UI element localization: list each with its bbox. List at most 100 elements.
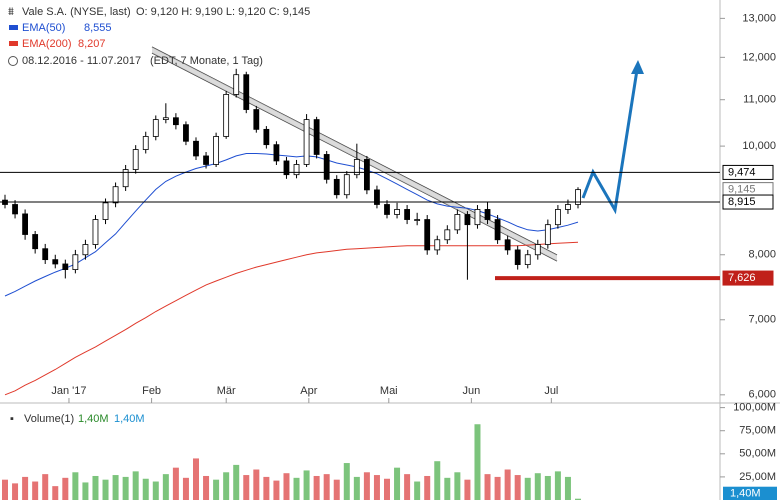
candle-body: [444, 229, 451, 241]
volume-tick-label: 75,00M: [739, 425, 776, 437]
candle-body: [102, 202, 109, 220]
candle-body: [494, 219, 501, 241]
volume-bar: [172, 467, 179, 500]
volume-bar: [223, 472, 230, 500]
volume-bar: [343, 463, 350, 500]
forecast-arrow: [581, 60, 644, 215]
candle-body: [172, 117, 179, 126]
candle-body: [263, 128, 270, 146]
candle-body: [575, 189, 581, 205]
legend-label: EMA(200): [22, 38, 72, 50]
y-tick-label: 10,000: [742, 140, 776, 152]
x-tick-label: Jan '17: [51, 385, 86, 397]
date-range: 08.12.2016 - 11.07.2017: [22, 55, 141, 67]
volume-bar: [554, 471, 561, 500]
candle-body: [243, 74, 250, 110]
volume-bar: [384, 478, 390, 500]
candle-body: [384, 204, 390, 215]
candle-body: [333, 178, 340, 196]
candle-body: [82, 244, 89, 256]
candle-body: [414, 219, 421, 221]
volume-bar: [102, 479, 109, 500]
candle-body: [504, 239, 511, 251]
legend-swatch: [9, 41, 18, 46]
marks: 6,000 7,000 8,000 10,000 11,000 12,000 13,000 J…: [0, 12, 777, 500]
volume-bar: [373, 475, 380, 500]
volume-value: 1,40M: [78, 413, 109, 425]
x-tick-label: Feb: [142, 385, 161, 397]
volume-bar: [424, 475, 431, 500]
arrow-head: [631, 60, 644, 74]
candle-body: [32, 234, 39, 250]
volume-bar: [534, 473, 541, 500]
icon: ▪: [10, 413, 14, 425]
clock-icon: [8, 56, 18, 66]
candle-body: [293, 164, 300, 176]
volume-bar: [464, 479, 471, 500]
volume-bar: [273, 480, 280, 500]
candle-body: [122, 169, 129, 188]
candle-body: [524, 254, 531, 265]
candle-body: [253, 109, 260, 130]
volume-bar: [253, 469, 260, 500]
volume-bar: [122, 476, 129, 500]
y-tick-label: 12,000: [742, 51, 776, 63]
x-tick-label: Jun: [463, 385, 481, 397]
candle-body: [213, 136, 220, 165]
level-box: [722, 194, 774, 210]
candle-body: [434, 239, 441, 251]
header: ⩩ Vale S.A. (NYSE, last) O: 9,120 H: 9,1…: [8, 6, 310, 425]
volume-bar: [544, 475, 551, 500]
candle-body: [424, 219, 431, 251]
candle-body: [534, 244, 541, 256]
candle-body: [363, 159, 370, 191]
volume-bar: [182, 477, 189, 500]
volume-bar: [243, 475, 250, 500]
volume-bar: [504, 469, 511, 500]
candle-body: [52, 259, 59, 265]
x-tick-label: Mai: [380, 385, 398, 397]
x-tick-label: Apr: [300, 385, 317, 397]
candle-body: [474, 209, 481, 226]
legend-value: 8,207: [78, 38, 106, 50]
ema-line: [4, 241, 579, 396]
volume-bar: [263, 476, 270, 500]
volume-bar: [152, 481, 159, 500]
candle-body: [464, 214, 471, 226]
candle-body: [404, 209, 411, 220]
ema-line: [4, 153, 579, 297]
volume-bar: [444, 477, 451, 500]
candle-body: [22, 213, 29, 235]
volume-bar: [162, 474, 169, 500]
volume-bar: [213, 479, 220, 500]
volume-value: 1,40M: [114, 413, 145, 425]
volume-bar: [62, 477, 69, 500]
candle-body: [183, 124, 189, 142]
icon: ⩩: [8, 6, 14, 18]
candle-body: [152, 119, 159, 137]
volume-bar: [524, 477, 531, 500]
volume-bar: [514, 475, 521, 500]
y-tick-label: 7,000: [748, 314, 776, 326]
volume-bar: [233, 464, 240, 500]
volume-bar: [82, 482, 89, 500]
level-label: 7,626: [728, 272, 756, 284]
x-tick-label: Mär: [217, 385, 236, 397]
range-info: (EDT, 7 Monate, 1 Tag): [150, 55, 263, 67]
candle-body: [343, 174, 350, 196]
volume-bar: [434, 461, 441, 500]
candle-body: [142, 136, 149, 150]
volume-bar: [313, 475, 320, 500]
volume-bar: [193, 458, 199, 500]
candle-body: [203, 155, 209, 165]
volume-bar: [394, 467, 401, 500]
candle-body: [484, 209, 491, 220]
candle-body: [514, 249, 521, 265]
volume-bar: [22, 476, 29, 500]
volume-bar: [333, 479, 340, 500]
volume-bar: [494, 476, 501, 500]
volume-tick-label: 50,00M: [739, 448, 776, 460]
volume-bar: [283, 473, 290, 500]
